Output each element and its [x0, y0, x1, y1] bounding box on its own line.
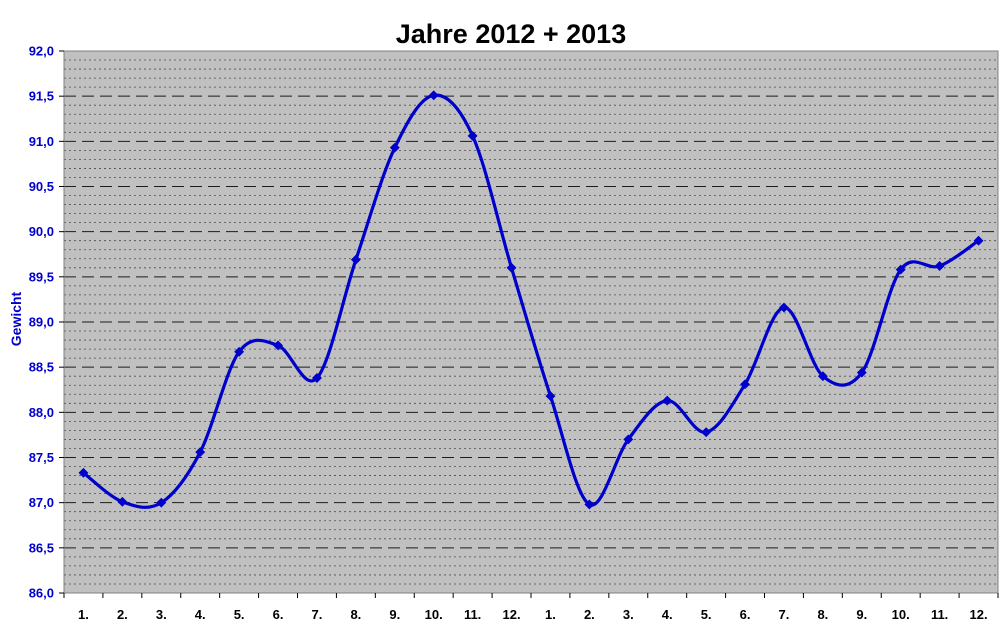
data-point	[934, 261, 945, 271]
x-tick-label: 11.	[931, 607, 948, 622]
y-axis-label: Gewicht	[8, 291, 24, 346]
x-tick-label: 10.	[425, 607, 443, 622]
y-tick-label: 90,5	[29, 179, 54, 194]
axes	[59, 50, 999, 598]
x-tick-label: 7.	[312, 607, 323, 622]
x-tick-label: 10.	[892, 607, 910, 622]
data-point	[817, 371, 828, 382]
data-point	[467, 130, 478, 141]
x-tick-label: 9.	[856, 607, 867, 622]
y-tick-label: 86,0	[29, 586, 54, 601]
data-point	[973, 235, 984, 246]
x-tick-label: 12.	[503, 607, 521, 622]
data-point	[584, 499, 595, 510]
x-tick-label: 5.	[701, 607, 712, 622]
x-tick-label: 4.	[195, 607, 206, 622]
data-point	[701, 427, 712, 438]
x-tick-label: 8.	[817, 607, 828, 622]
data-point	[156, 497, 167, 508]
y-tick-label: 89,5	[29, 269, 54, 284]
y-tick-label: 87,0	[29, 495, 54, 510]
data-point	[350, 254, 361, 265]
x-tick-label: 9.	[389, 607, 400, 622]
data-point	[662, 395, 673, 406]
data-points	[78, 90, 984, 510]
x-tick-label: 6.	[740, 607, 751, 622]
x-tick-label: 7.	[779, 607, 790, 622]
x-tick-label: 11.	[464, 607, 481, 622]
x-tick-labels: 1. 2. 3. 4. 5. 6. 7. 8. 9. 10. 11. 12. 1. 2. 3. 4. 5. 6. 7…	[78, 607, 988, 622]
x-tick-label: 12.	[970, 607, 988, 622]
x-tick-label: 5.	[234, 607, 245, 622]
data-point	[856, 367, 867, 378]
data-point	[623, 434, 634, 445]
x-tick-label: 6.	[273, 607, 284, 622]
y-tick-labels: 86,0 86,5 87,0 87,5 88,0 88,5 89,0 89,5 90,0 90,5…	[29, 44, 54, 601]
y-tick-label: 91,5	[29, 89, 54, 104]
data-point	[545, 391, 556, 402]
x-tick-label: 3.	[623, 607, 634, 622]
data-point	[389, 142, 400, 153]
x-tick-label: 8.	[350, 607, 361, 622]
x-tick-label: 1.	[78, 607, 89, 622]
x-tick-label: 3.	[156, 607, 167, 622]
y-tick-label: 92,0	[29, 44, 54, 59]
chart-title: Jahre 2012 + 2013	[396, 19, 626, 49]
data-point	[895, 264, 906, 275]
data-point	[740, 379, 750, 390]
data-point	[779, 302, 789, 313]
data-point	[312, 373, 322, 383]
y-tick-label: 88,0	[29, 405, 54, 420]
grid-lines	[64, 59, 998, 585]
x-tick-label: 1.	[545, 607, 556, 622]
y-tick-label: 90,0	[29, 224, 54, 239]
data-point	[195, 447, 206, 458]
y-tick-label: 89,0	[29, 315, 54, 330]
x-tick-label: 4.	[662, 607, 673, 622]
x-tick-label: 2.	[117, 607, 128, 622]
y-tick-label: 88,5	[29, 360, 54, 375]
y-tick-label: 86,5	[29, 540, 54, 555]
data-point	[234, 346, 245, 357]
y-tick-label: 91,0	[29, 134, 54, 149]
y-tick-label: 87,5	[29, 450, 54, 465]
x-tick-label: 2.	[584, 607, 595, 622]
data-point	[273, 340, 283, 351]
